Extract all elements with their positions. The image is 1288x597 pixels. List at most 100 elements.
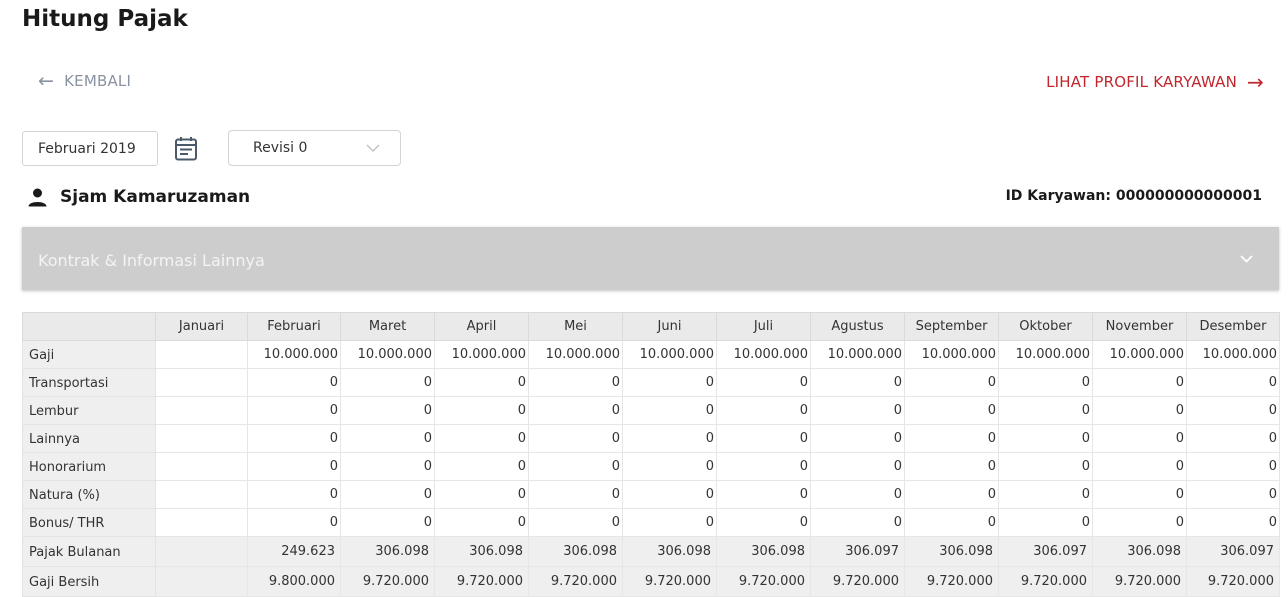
- table-cell: 0: [622, 480, 717, 509]
- table-cell: 0: [716, 368, 811, 397]
- table-cell: 0: [904, 480, 999, 509]
- table-cell: 0: [1186, 396, 1280, 425]
- table-cell: 0: [528, 368, 623, 397]
- table-cell: 0: [622, 508, 717, 537]
- table-cell: 0: [340, 368, 435, 397]
- table-cell: 10.000.000: [434, 340, 529, 369]
- table-row: Bonus/ THR 0 0 0 0 0 0 0 0 0 0 0: [22, 508, 1280, 537]
- table-cell: 0: [528, 452, 623, 481]
- table-cell: 0: [810, 480, 905, 509]
- table-cell: 306.098: [434, 536, 529, 567]
- table-cell: [155, 424, 248, 453]
- table-cell: 10.000.000: [904, 340, 999, 369]
- employee-name: Sjam Kamaruzaman: [60, 187, 251, 207]
- back-link[interactable]: ← KEMBALI: [38, 70, 131, 92]
- arrow-right-icon: →: [1247, 70, 1264, 94]
- contract-info-accordion[interactable]: Kontrak & Informasi Lainnya: [22, 227, 1279, 290]
- table-cell: 306.098: [528, 536, 623, 567]
- profile-link-label: LIHAT PROFIL KARYAWAN: [1046, 73, 1238, 91]
- calendar-icon[interactable]: [174, 136, 198, 162]
- table-cell: 0: [434, 396, 529, 425]
- table-cell: 0: [904, 508, 999, 537]
- table-cell: 9.720.000: [1092, 566, 1187, 597]
- column-header: Desember: [1186, 312, 1280, 341]
- table-row: Natura (%) 0 0 0 0 0 0 0 0 0 0 0: [22, 480, 1280, 509]
- table-cell: 0: [810, 396, 905, 425]
- arrow-left-icon: ←: [38, 70, 55, 92]
- view-employee-profile-link[interactable]: LIHAT PROFIL KARYAWAN →: [1046, 70, 1264, 94]
- table-cell: 0: [1186, 424, 1280, 453]
- accordion-title: Kontrak & Informasi Lainnya: [38, 251, 265, 270]
- table-cell: 306.097: [998, 536, 1093, 567]
- table-cell: 0: [998, 452, 1093, 481]
- table-cell: 0: [528, 508, 623, 537]
- table-cell: 0: [998, 424, 1093, 453]
- table-row: Transportasi 0 0 0 0 0 0 0 0 0 0 0: [22, 368, 1280, 397]
- row-label: Transportasi: [22, 368, 156, 397]
- table-cell: 0: [247, 368, 341, 397]
- column-header: Mei: [528, 312, 623, 341]
- table-cell: 9.720.000: [716, 566, 811, 597]
- period-input[interactable]: Februari 2019: [22, 131, 158, 166]
- table-cell: 0: [434, 452, 529, 481]
- column-header: Januari: [155, 312, 248, 341]
- table-cell: 0: [716, 452, 811, 481]
- table-cell: 0: [1186, 480, 1280, 509]
- table-cell: 10.000.000: [1186, 340, 1280, 369]
- table-cell: 0: [340, 396, 435, 425]
- chevron-down-icon: [1240, 255, 1253, 263]
- table-row: Gaji Bersih 9.800.000 9.720.000 9.720.000 9.…: [22, 566, 1280, 597]
- table-cell: 0: [340, 424, 435, 453]
- table-cell: 306.097: [1186, 536, 1280, 567]
- column-header: Oktober: [998, 312, 1093, 341]
- employee-id: ID Karyawan: 000000000000001: [1005, 188, 1262, 204]
- table-cell: 0: [1092, 480, 1187, 509]
- table-cell: 0: [247, 508, 341, 537]
- row-label: Lembur: [22, 396, 156, 425]
- table-cell: 0: [528, 480, 623, 509]
- table-cell: 9.720.000: [528, 566, 623, 597]
- table-cell: 9.720.000: [340, 566, 435, 597]
- table-cell: 0: [434, 368, 529, 397]
- table-cell: 9.720.000: [904, 566, 999, 597]
- table-cell: 0: [998, 396, 1093, 425]
- column-header: Agustus: [810, 312, 905, 341]
- table-cell: 9.720.000: [622, 566, 717, 597]
- table-cell: [155, 480, 248, 509]
- row-label: Gaji: [22, 340, 156, 369]
- column-header: Maret: [340, 312, 435, 341]
- row-label: Lainnya: [22, 424, 156, 453]
- table-cell: [155, 566, 248, 597]
- table-cell: 0: [716, 480, 811, 509]
- table-cell: 0: [434, 424, 529, 453]
- table-cell: 0: [340, 508, 435, 537]
- table-cell: 0: [1092, 368, 1187, 397]
- row-label: Gaji Bersih: [22, 566, 156, 597]
- table-cell: 0: [716, 424, 811, 453]
- table-cell: [155, 396, 248, 425]
- table-cell: 0: [810, 508, 905, 537]
- table-cell: 0: [904, 368, 999, 397]
- table-cell: 0: [622, 368, 717, 397]
- table-cell: 0: [998, 508, 1093, 537]
- table-cell: 0: [904, 424, 999, 453]
- table-row: Lembur 0 0 0 0 0 0 0 0 0 0 0: [22, 396, 1280, 425]
- column-header: November: [1092, 312, 1187, 341]
- column-header: Juni: [622, 312, 717, 341]
- table-cell: 0: [622, 424, 717, 453]
- table-cell: 9.720.000: [1186, 566, 1280, 597]
- column-header: Februari: [247, 312, 341, 341]
- revision-select[interactable]: Revisi 0: [228, 130, 401, 166]
- tax-table: Januari Februari Maret April Mei Juni Juli Agus…: [22, 312, 1280, 597]
- table-cell: 0: [1186, 368, 1280, 397]
- row-label: Pajak Bulanan: [22, 536, 156, 567]
- table-cell: 306.098: [1092, 536, 1187, 567]
- table-cell: 0: [716, 508, 811, 537]
- person-icon: [28, 188, 47, 206]
- table-cell: 0: [1092, 424, 1187, 453]
- table-cell: 0: [1092, 452, 1187, 481]
- table-cell: 9.720.000: [998, 566, 1093, 597]
- table-cell: 0: [622, 452, 717, 481]
- table-cell: 0: [1092, 396, 1187, 425]
- table-row: Honorarium 0 0 0 0 0 0 0 0 0 0 0: [22, 452, 1280, 481]
